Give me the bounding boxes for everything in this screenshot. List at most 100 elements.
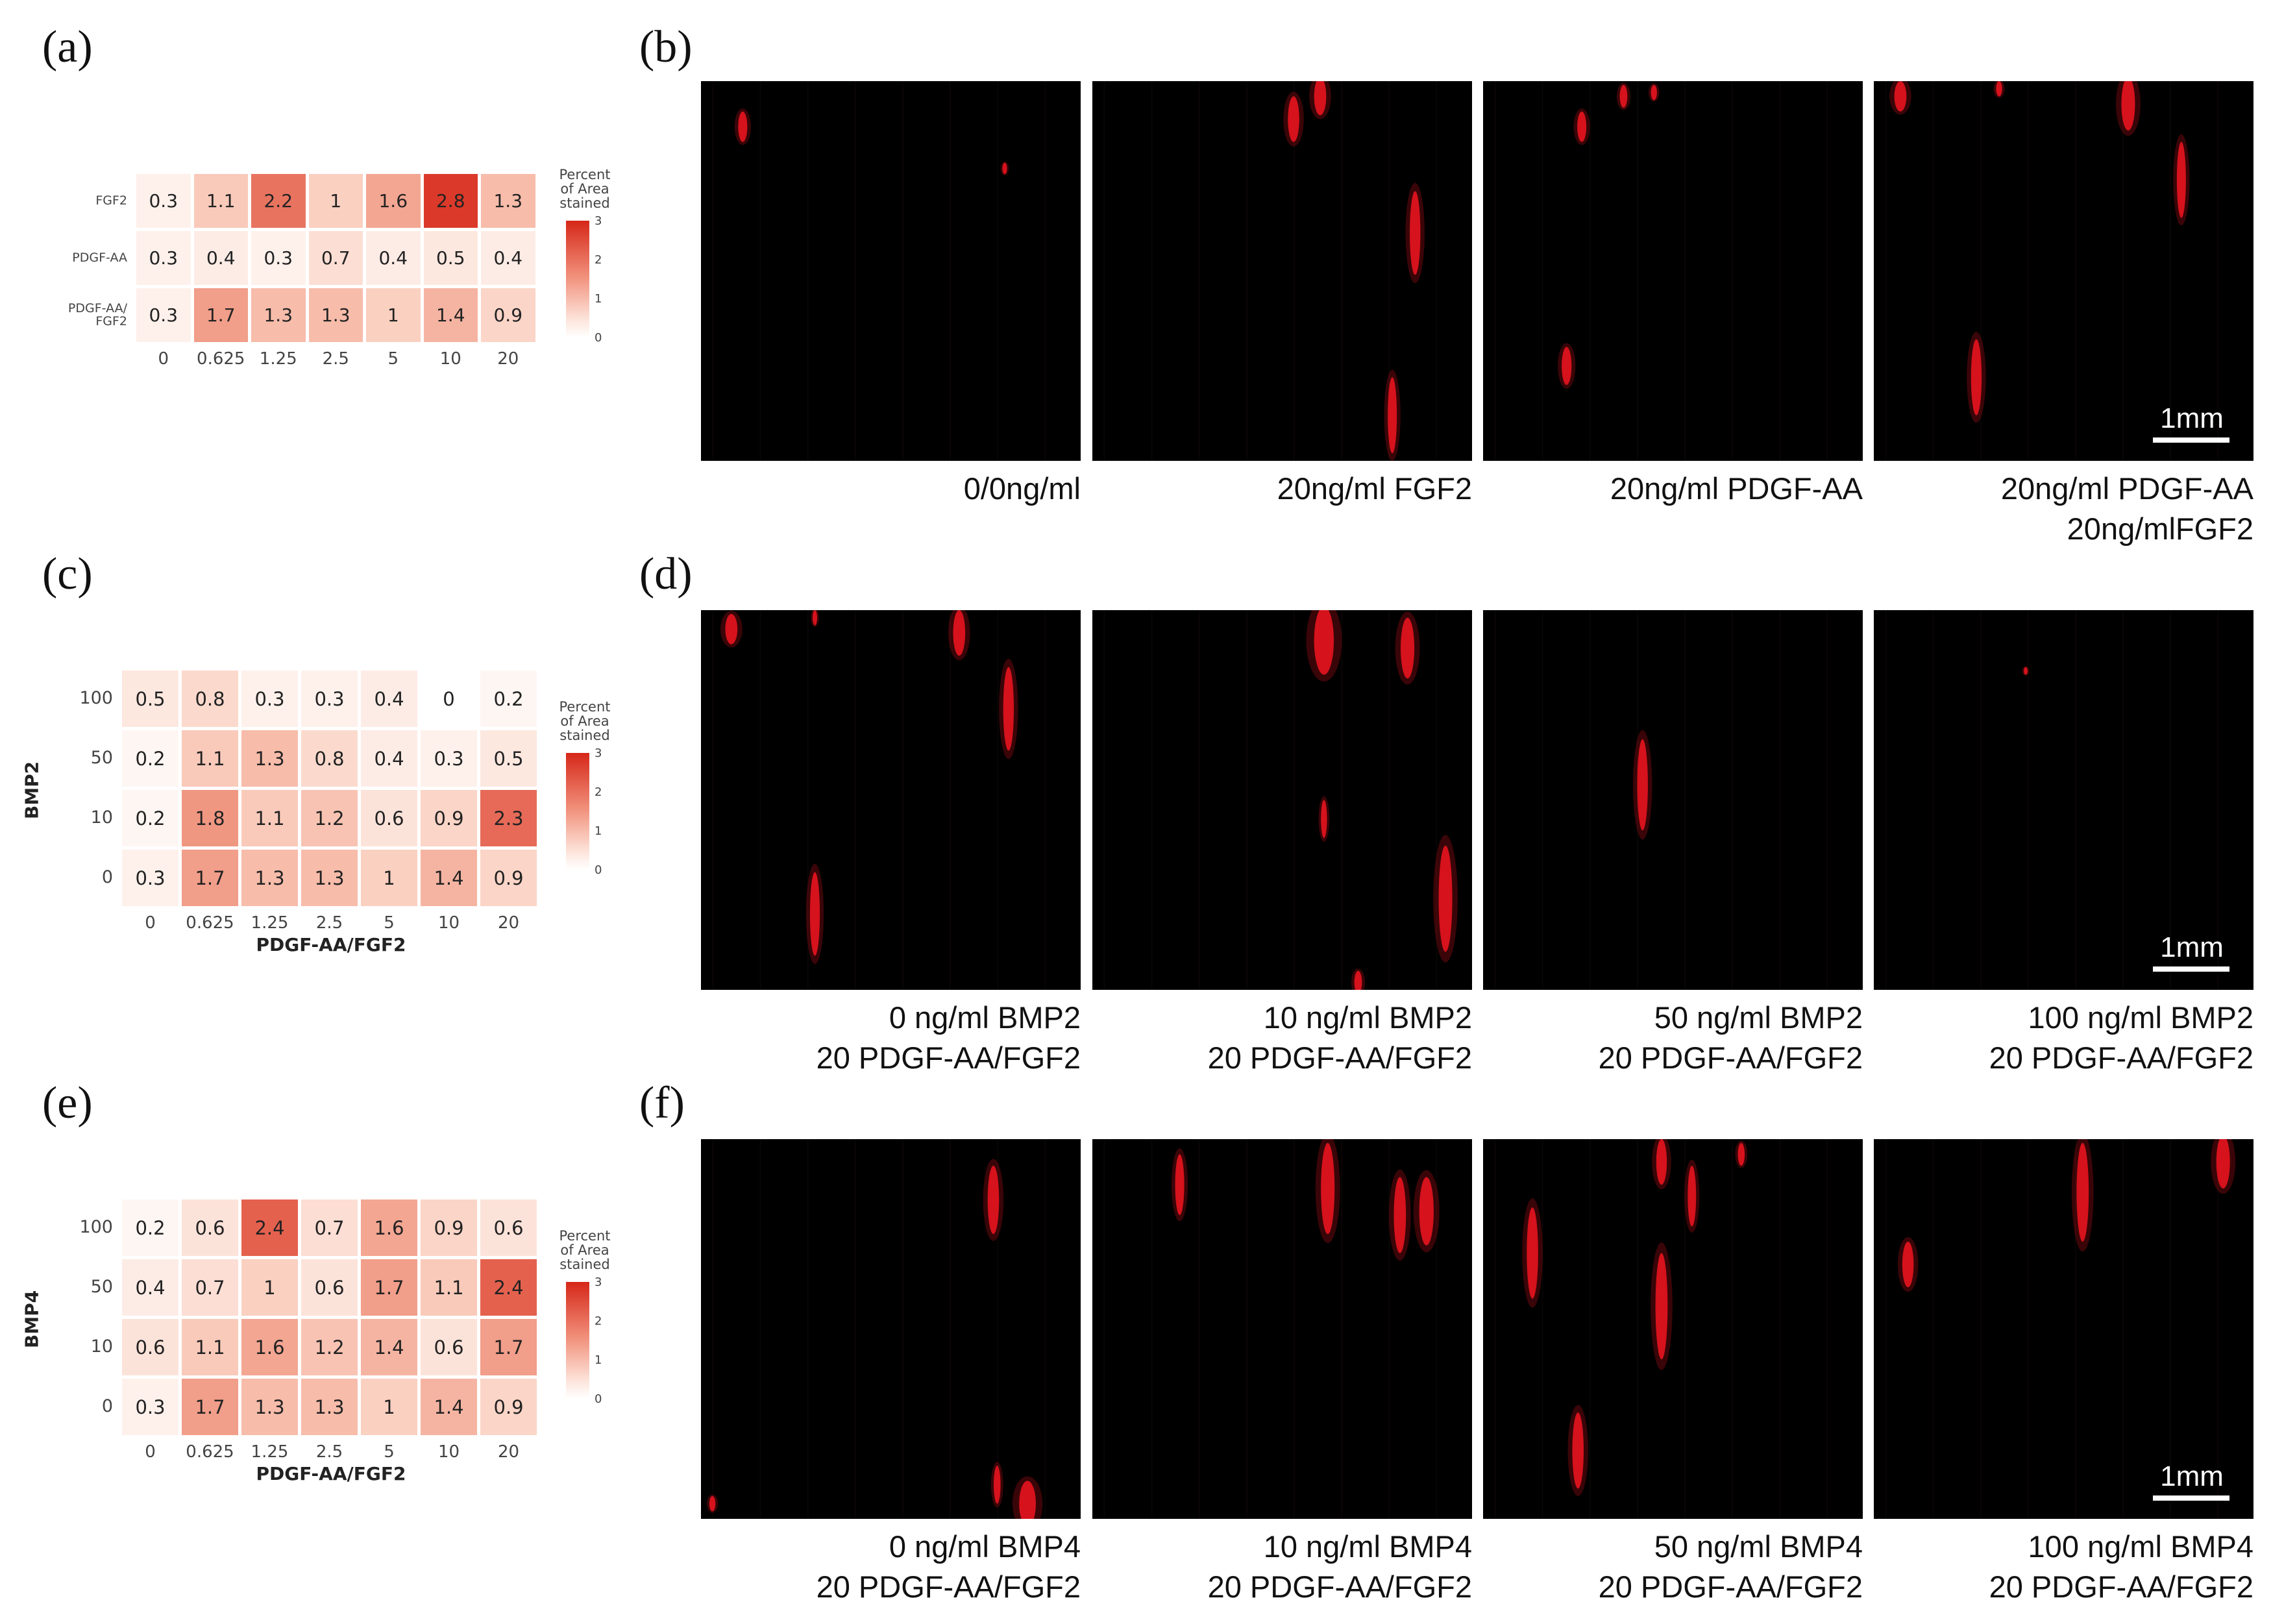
- stain-blob: [1394, 1177, 1406, 1253]
- image-caption: 0 ng/ml BMP4 20 PDGF-AA/FGF2: [662, 1527, 1081, 1607]
- heatmap-col-label: 1.25: [259, 349, 297, 369]
- heatmap-cell: 1.3: [241, 1379, 298, 1435]
- caption-line: 20 PDGF-AA/FGF2: [816, 1040, 1081, 1075]
- heatmap-cell: 0.4: [122, 1259, 178, 1316]
- legend-tick-label: 0: [595, 331, 602, 345]
- heatmap-x-title: PDGF-AA/FGF2: [256, 934, 406, 955]
- image-caption: 0 ng/ml BMP2 20 PDGF-AA/FGF2: [662, 998, 1081, 1078]
- stain-blob: [1527, 1207, 1538, 1299]
- panel-label-a: (a): [42, 22, 93, 72]
- stain-blob: [2121, 81, 2135, 131]
- heatmap-cell: 0.7: [301, 1200, 358, 1256]
- heatmap-cell: 0.4: [366, 231, 421, 285]
- scale-bar-label: 1mm: [2160, 1460, 2224, 1492]
- image-caption: 100 ng/ml BMP2 20 PDGF-AA/FGF2: [1835, 998, 2253, 1078]
- heatmap-cell: 0.2: [480, 671, 537, 727]
- heatmap-cell: 1.7: [193, 288, 248, 342]
- stain-blob: [1894, 81, 1907, 112]
- heatmap-cell: 0.4: [361, 671, 417, 727]
- stain-blob: [725, 613, 738, 645]
- scale-bar-line: [2153, 1495, 2229, 1501]
- stain-blob: [1688, 1165, 1697, 1227]
- image-caption: 20ng/ml PDGF-AA: [1444, 469, 1863, 509]
- image-caption: 50 ng/ml BMP4 20 PDGF-AA/FGF2: [1444, 1527, 1863, 1607]
- caption-line: 100 ng/ml BMP4: [2028, 1529, 2253, 1564]
- heatmap-row-label: PDGF-AA/ FGF2: [68, 301, 127, 328]
- heatmap-cell: 2.8: [423, 174, 478, 228]
- heatmap-cell: 2.3: [480, 790, 537, 846]
- caption-line: 100 ng/ml BMP2: [2028, 1000, 2253, 1035]
- heatmap-cell: 0.3: [136, 231, 191, 285]
- panel-label-d: (d): [639, 549, 693, 599]
- heatmap-cell: 0.4: [361, 730, 417, 787]
- heatmap-cell: 1.1: [182, 1319, 238, 1375]
- caption-line: 20 PDGF-AA/FGF2: [1598, 1040, 1863, 1075]
- heatmap-col-label: 0: [145, 1442, 156, 1462]
- heatmap-col-label: 10: [437, 913, 460, 933]
- heatmap-cell: 1.2: [301, 790, 358, 846]
- heatmap-row-label: 50: [90, 1277, 113, 1298]
- heatmap-cell: 1.3: [301, 850, 358, 906]
- heatmap-row-label: 0: [101, 1396, 113, 1417]
- heatmap-cell: 1.3: [251, 288, 306, 342]
- heatmap-cell: 0.3: [421, 730, 477, 787]
- stain-blob: [953, 610, 966, 656]
- stain-blob: [1637, 739, 1648, 831]
- heatmap-cell: 0.3: [136, 174, 191, 228]
- stain-blob: [1971, 339, 1982, 415]
- heatmap-cell: 0.6: [301, 1259, 358, 1316]
- heatmap-col-label: 1.25: [251, 913, 289, 933]
- legend-title: Percent of Area stained: [559, 167, 611, 212]
- stain-blob: [1419, 1177, 1434, 1246]
- heatmap-y-title: BMP4: [21, 1290, 43, 1349]
- image-caption: 0/0ng/ml: [662, 469, 1081, 509]
- heatmap-cell: 0.6: [480, 1200, 537, 1256]
- caption-line: 0 ng/ml BMP2: [889, 1000, 1081, 1035]
- heatmap-col-label: 5: [387, 349, 399, 369]
- caption-line: 20 PDGF-AA/FGF2: [1598, 1569, 1863, 1604]
- heatmap-cell: 0.4: [481, 231, 535, 285]
- stain-blob: [2024, 667, 2028, 675]
- image-caption: 10 ng/ml BMP4 20 PDGF-AA/FGF2: [1053, 1527, 1472, 1607]
- heatmap-cell: 1.4: [361, 1319, 417, 1375]
- heatmap-cell: 2.4: [480, 1259, 537, 1316]
- caption-line: 50 ng/ml BMP2: [1654, 1000, 1863, 1035]
- stain-blob: [1738, 1142, 1745, 1166]
- heatmap-col-label: 20: [497, 1442, 520, 1462]
- heatmap-cell: 0.6: [122, 1319, 178, 1375]
- heatmap-col-label: 0.625: [186, 913, 234, 933]
- legend-title: Percent of Area stained: [559, 1228, 611, 1273]
- heatmap-cell: 0.5: [122, 671, 178, 727]
- panel-label-b: (b): [639, 22, 693, 72]
- stain-blob: [2176, 141, 2186, 218]
- heatmap-cell: 1.6: [361, 1200, 417, 1256]
- caption-line: 0 ng/ml BMP4: [889, 1529, 1081, 1564]
- scale-bar: 1mm: [2150, 402, 2234, 454]
- image-caption: 20ng/ml PDGF-AA 20ng/mlFGF2: [1835, 469, 2253, 549]
- micrograph: [1483, 81, 1863, 461]
- heatmap-cell: 0.8: [301, 730, 358, 787]
- heatmap-cell: 1: [361, 850, 417, 906]
- heatmap-cell: 0.2: [122, 1200, 178, 1256]
- legend-tick-label: 1: [595, 824, 602, 838]
- micrograph: [701, 610, 1081, 990]
- legend-tick-label: 0: [595, 1392, 602, 1406]
- heatmap-cell: 0.9: [480, 850, 537, 906]
- heatmap-cell: 1: [241, 1259, 298, 1316]
- heatmap-row-label: 10: [90, 1336, 113, 1357]
- heatmap-cell: 1: [366, 288, 421, 342]
- stain-blob: [709, 1495, 716, 1512]
- heatmap-cell: 1.4: [423, 288, 478, 342]
- stain-blob: [1321, 800, 1327, 838]
- micrograph: [701, 81, 1081, 461]
- micrograph: [1874, 81, 2253, 461]
- heatmap-cell: 0.3: [251, 231, 306, 285]
- heatmap-cell: 0.6: [182, 1200, 238, 1256]
- heatmap-cell: 0.9: [421, 790, 477, 846]
- heatmap-cell: 1.1: [421, 1259, 477, 1316]
- heatmap-col-label: 20: [497, 349, 519, 369]
- caption-line: 20 PDGF-AA/FGF2: [1989, 1569, 2253, 1604]
- stain-blob: [809, 872, 820, 956]
- legend-tick-label: 1: [595, 1353, 602, 1367]
- heatmap-cell: 1.7: [361, 1259, 417, 1316]
